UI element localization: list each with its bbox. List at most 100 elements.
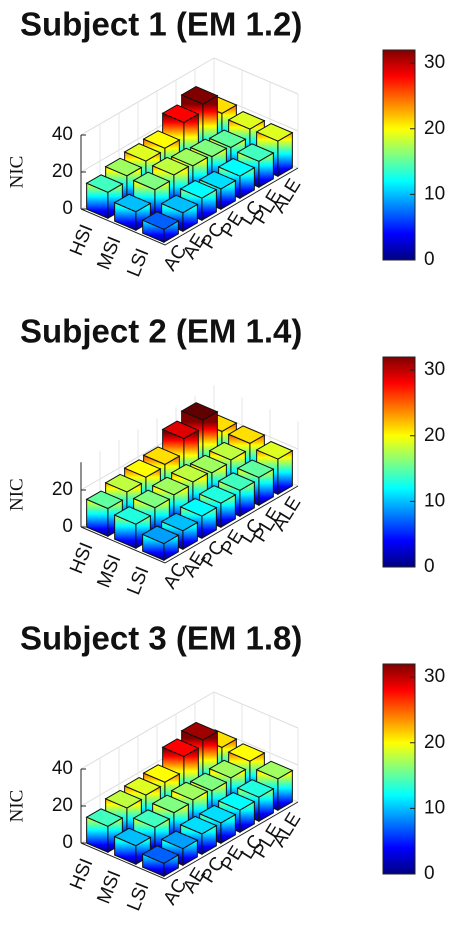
bar-top-face — [217, 472, 256, 491]
bar-top-face — [142, 130, 181, 149]
bar-top-face — [104, 789, 143, 809]
bar-top-face — [255, 441, 294, 460]
bar-top-face — [236, 459, 275, 479]
bar-top-face — [208, 759, 247, 779]
bar-top-face — [255, 123, 294, 142]
bar-top-face — [160, 512, 199, 532]
bar-top-face — [141, 211, 180, 230]
bar-top-face — [189, 772, 228, 792]
colorbar-tick-label: 20 — [424, 118, 445, 139]
row-label: MSI — [93, 552, 125, 591]
z-axis-label: NIC — [6, 156, 27, 189]
bar-top-face — [179, 180, 218, 199]
bar-top-face — [179, 815, 218, 835]
bar-top-face — [189, 454, 228, 474]
colorbar-tick-label: 10 — [424, 797, 445, 818]
bar-top-face — [151, 156, 190, 176]
bar-top-face — [85, 490, 124, 510]
bar-top-face — [123, 143, 162, 162]
bar-top-face — [123, 459, 162, 478]
colorbar-tick-label: 30 — [424, 359, 445, 380]
bar-top-face — [217, 792, 256, 811]
bar-top-face — [236, 143, 275, 162]
colorbar-tick-label: 20 — [424, 732, 445, 753]
row-label: LSI — [123, 246, 153, 280]
row-label: HSI — [66, 222, 97, 259]
colorbar-tick-label: 20 — [424, 425, 445, 446]
row-label: MSI — [93, 234, 125, 273]
bar-top-face — [180, 721, 219, 741]
z-tick-label: 0 — [62, 198, 73, 219]
row-label: MSI — [93, 868, 125, 907]
colorbar-tick-label: 10 — [424, 490, 445, 511]
bar-top-face — [85, 808, 124, 827]
bar-top-face — [141, 525, 180, 545]
colorbar — [382, 663, 416, 875]
z-tick-label: 40 — [52, 758, 73, 779]
bar-top-face — [151, 794, 190, 814]
bar-top-face — [170, 463, 209, 483]
bar-top-face — [170, 147, 209, 167]
bar-top-face — [132, 171, 171, 191]
chart-title: Subject 3 (EM 1.8) — [20, 620, 302, 657]
row-label: LSI — [123, 564, 153, 598]
colorbar-tick-label: 30 — [424, 52, 445, 73]
bar-top-face — [142, 764, 181, 783]
bar-top-face — [198, 804, 237, 824]
bar-top-face — [179, 498, 218, 517]
bar-top-face — [85, 174, 124, 193]
bar-top-face — [208, 441, 247, 461]
bar-top-face — [160, 830, 199, 850]
bar-top-face — [227, 743, 266, 762]
bar-top-face — [104, 157, 143, 177]
floor-axis — [80, 485, 299, 564]
row-label: HSI — [66, 856, 97, 893]
bar-top-face — [208, 129, 247, 149]
bar-top-face — [180, 86, 219, 105]
bar-top-face — [161, 738, 200, 757]
chart-title: Subject 2 (EM 1.4) — [20, 313, 302, 350]
bar-top-face — [227, 111, 266, 130]
bar-top-face — [236, 779, 275, 798]
bar-top-face — [141, 845, 180, 864]
z-tick-label: 20 — [52, 795, 73, 816]
z-axis-label: NIC — [6, 478, 27, 511]
floor-axis — [80, 801, 299, 880]
bar-top-face — [189, 138, 228, 158]
row-label: LSI — [123, 880, 153, 914]
bar-top-face — [160, 194, 199, 214]
row-label: HSI — [66, 540, 97, 577]
colorbar-tick-label: 0 — [424, 249, 435, 270]
bar-top-face — [132, 489, 171, 509]
bar-top-face — [113, 827, 152, 847]
bar-top-face — [180, 402, 219, 421]
bar-top-face — [161, 104, 200, 123]
floor-axis — [80, 167, 299, 246]
bar-top-face — [161, 420, 200, 440]
bar-top-face — [217, 158, 256, 177]
bar-top-face — [170, 781, 209, 801]
colorbar-tick-label: 0 — [424, 556, 435, 577]
colorbar-tick-label: 10 — [424, 183, 445, 204]
colorbar-tick-label: 30 — [424, 666, 445, 687]
bar-top-face — [113, 506, 152, 525]
bar-top-face — [255, 760, 294, 780]
z-axis-label: NIC — [6, 790, 27, 823]
bar-top-face — [227, 425, 266, 444]
bar-top-face — [198, 485, 237, 504]
bar-top-face — [104, 473, 143, 493]
z-tick-label: 0 — [62, 832, 73, 853]
bar-top-face — [132, 809, 171, 828]
chart-title: Subject 1 (EM 1.2) — [20, 6, 302, 43]
bar-top-face — [142, 446, 181, 465]
z-tick-label: 0 — [62, 516, 73, 537]
colorbar-tick-label: 0 — [424, 863, 435, 884]
colorbar — [382, 49, 416, 261]
bar-top-face — [123, 777, 162, 796]
bar-top-face — [151, 476, 190, 496]
colorbar — [382, 356, 416, 568]
z-tick-label: 40 — [52, 124, 73, 145]
z-tick-label: 20 — [52, 161, 73, 182]
